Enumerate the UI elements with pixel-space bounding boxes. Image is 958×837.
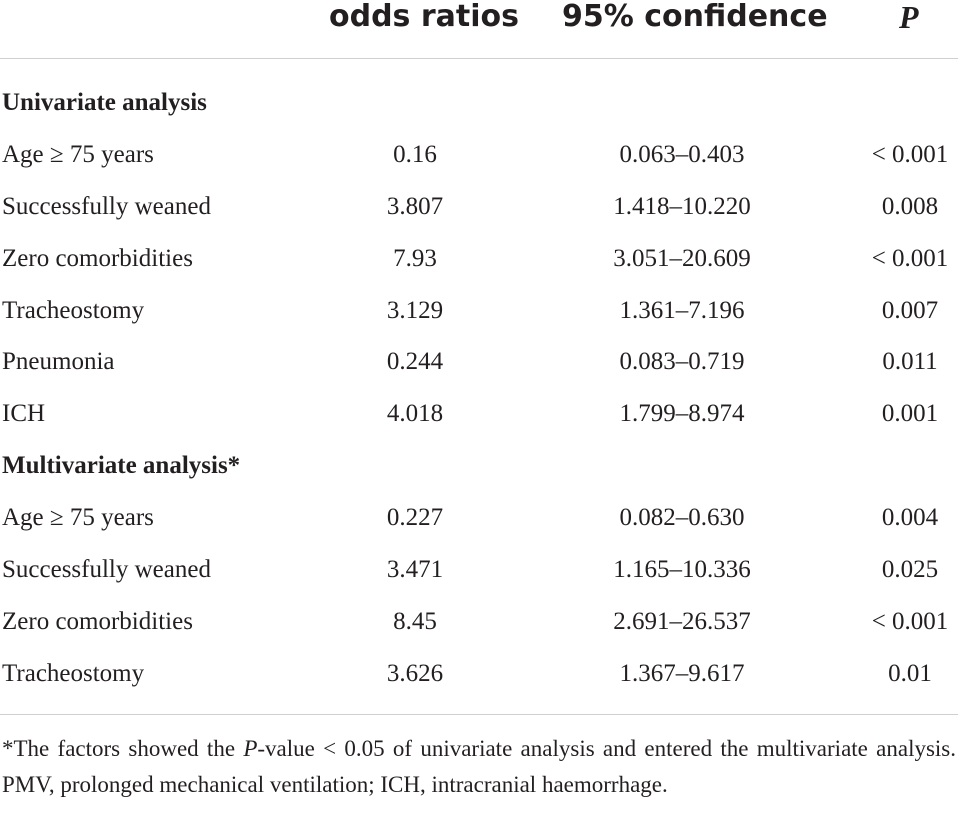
p-value-cell: < 0.001 — [871, 245, 949, 272]
row-label: Pneumonia — [2, 348, 115, 375]
confidence-cell: 3.051–20.609 — [613, 245, 751, 272]
row-label: Tracheostomy — [2, 297, 145, 324]
odds-ratio-cell: 3.626 — [386, 660, 444, 687]
confidence-cell: 2.691–26.537 — [613, 608, 751, 635]
p-value-cell: 0.008 — [881, 193, 939, 220]
odds-ratio-cell: 4.018 — [386, 400, 444, 427]
odds-ratio-cell: 3.807 — [386, 193, 444, 220]
p-value-cell: 0.007 — [881, 297, 939, 324]
odds-ratio-cell: 7.93 — [393, 245, 437, 272]
p-value-cell: 0.025 — [881, 556, 939, 583]
table-row: Tracheostomy 3.129 1.361–7.196 0.007 — [0, 296, 958, 326]
row-label: Successfully weaned — [2, 556, 211, 583]
odds-ratio-cell: 0.227 — [386, 504, 444, 531]
footer-divider — [0, 714, 958, 715]
table-row: Successfully weaned 3.471 1.165–10.336 0… — [0, 555, 958, 585]
confidence-cell: 1.799–8.974 — [619, 400, 745, 427]
section-title-univariate: Univariate analysis — [2, 89, 207, 116]
p-value-cell: 0.004 — [881, 504, 939, 531]
p-value-cell: 0.01 — [888, 660, 932, 687]
confidence-cell: 1.361–7.196 — [619, 297, 745, 324]
footnote-text-start: *The factors showed the — [2, 736, 244, 761]
confidence-cell: 0.082–0.630 — [619, 504, 745, 531]
p-value-cell: < 0.001 — [871, 141, 949, 168]
table-row: Zero comorbidities 8.45 2.691–26.537 < 0… — [0, 607, 958, 637]
p-value-cell: < 0.001 — [871, 608, 949, 635]
table-footnote: *The factors showed the P-value < 0.05 o… — [2, 731, 956, 803]
row-label: Age ≥ 75 years — [2, 504, 154, 531]
odds-ratio-cell: 0.244 — [386, 348, 444, 375]
row-label: Tracheostomy — [2, 660, 145, 687]
confidence-cell: 1.165–10.336 — [613, 556, 751, 583]
row-label: ICH — [2, 400, 46, 427]
table-row: Zero comorbidities 7.93 3.051–20.609 < 0… — [0, 244, 958, 274]
p-value-cell: 0.001 — [881, 400, 939, 427]
confidence-cell: 0.063–0.403 — [619, 141, 745, 168]
header-confidence: 95% confidence — [562, 0, 828, 34]
table-row: Age ≥ 75 years 0.16 0.063–0.403 < 0.001 — [0, 140, 958, 170]
table-row: Age ≥ 75 years 0.227 0.082–0.630 0.004 — [0, 503, 958, 533]
odds-ratio-cell: 8.45 — [393, 608, 437, 635]
confidence-cell: 1.418–10.220 — [613, 193, 751, 220]
odds-ratio-cell: 3.471 — [386, 556, 444, 583]
header-p-value: P — [899, 0, 919, 35]
section-title-multivariate: Multivariate analysis* — [2, 452, 241, 479]
footnote-text-end: -value < 0.05 of univariate analysis and… — [2, 736, 956, 797]
odds-ratio-cell: 0.16 — [393, 141, 437, 168]
row-label: Zero comorbidities — [2, 245, 193, 272]
header-odds-ratios: odds ratios — [329, 0, 519, 34]
odds-ratio-cell: 3.129 — [386, 297, 444, 324]
confidence-cell: 0.083–0.719 — [619, 348, 745, 375]
table-row: Successfully weaned 3.807 1.418–10.220 0… — [0, 192, 958, 222]
row-label: Successfully weaned — [2, 193, 211, 220]
table-header: odds ratios 95% confidence P — [0, 0, 958, 59]
row-label: Zero comorbidities — [2, 608, 193, 635]
table-row: ICH 4.018 1.799–8.974 0.001 — [0, 399, 958, 429]
row-label: Age ≥ 75 years — [2, 141, 154, 168]
table-row: Pneumonia 0.244 0.083–0.719 0.011 — [0, 347, 958, 377]
confidence-cell: 1.367–9.617 — [619, 660, 745, 687]
table-row: Tracheostomy 3.626 1.367–9.617 0.01 — [0, 659, 958, 689]
footnote-p-italic: P — [243, 736, 258, 761]
p-value-cell: 0.011 — [882, 348, 938, 375]
